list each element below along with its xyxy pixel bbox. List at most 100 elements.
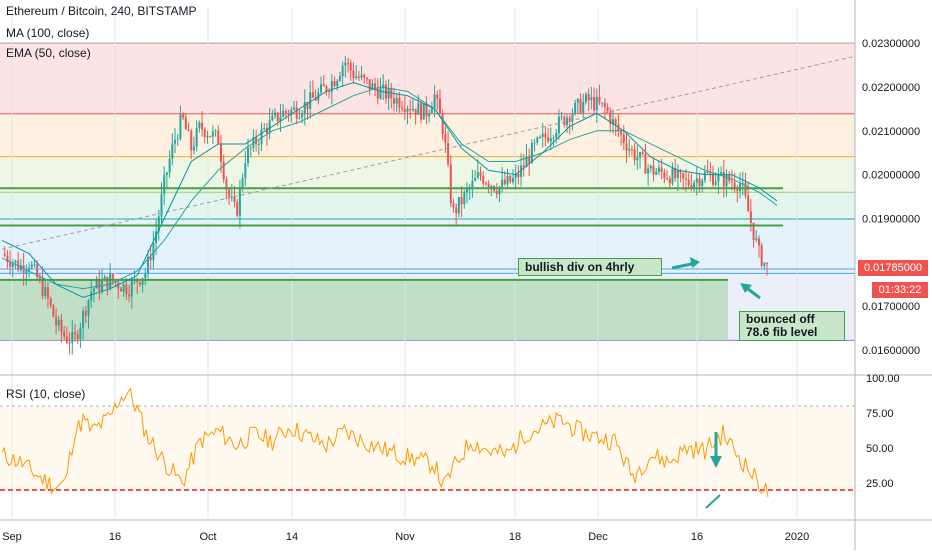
candle-body <box>722 171 725 187</box>
candle-body <box>265 127 268 134</box>
candle-body <box>119 288 122 292</box>
price-badge: 0.01785000 <box>858 260 928 276</box>
candle-body <box>766 262 769 264</box>
candle-body <box>568 117 571 122</box>
candle-body <box>325 86 328 92</box>
candle-body <box>9 262 12 267</box>
candle-body <box>138 282 141 285</box>
candle-body <box>49 298 52 306</box>
rsi-tick-label: 100.00 <box>866 373 900 385</box>
candle-body <box>617 124 620 132</box>
time-tick-label: Nov <box>395 531 415 543</box>
candle-body <box>611 119 614 124</box>
candle-body <box>338 76 341 81</box>
candle-body <box>379 87 382 99</box>
candle-body <box>276 112 279 122</box>
candle-body <box>336 80 339 87</box>
candle-body <box>76 334 79 340</box>
price-tick-label: 0.01900000 <box>862 214 920 226</box>
candle-body <box>441 113 444 134</box>
candle-body <box>79 327 82 340</box>
candle-body <box>260 129 263 144</box>
candle-body <box>698 178 701 186</box>
candle-body <box>747 195 750 212</box>
candle-body <box>479 172 482 176</box>
candle-body <box>463 192 466 205</box>
candle-body <box>198 122 201 129</box>
candle-body <box>511 177 514 182</box>
candle-body <box>287 112 290 115</box>
candle-body <box>352 70 355 79</box>
ema-legend[interactable]: EMA (50, close) <box>6 46 91 60</box>
ma-legend[interactable]: MA (100, close) <box>6 26 90 40</box>
candle-body <box>406 108 409 112</box>
candle-body <box>284 110 287 113</box>
candle-body <box>255 137 258 145</box>
candle-body <box>376 88 379 99</box>
candle-body <box>574 102 577 114</box>
price-tick-label: 0.02200000 <box>862 82 920 94</box>
candle-body <box>382 84 385 88</box>
candle-body <box>603 102 606 108</box>
candle-body <box>466 189 468 193</box>
candle-body <box>422 103 425 120</box>
countdown-badge: 01:33:22 <box>872 282 928 298</box>
candle-body <box>57 319 60 326</box>
candle-body <box>625 143 628 151</box>
time-tick-label: 16 <box>691 531 703 543</box>
candle-body <box>252 137 255 148</box>
candle-body <box>601 102 604 104</box>
indicator-lines <box>0 55 856 300</box>
candle-body <box>487 183 490 188</box>
arrow-fib-head <box>740 283 752 293</box>
candle-body <box>163 174 166 195</box>
candle-body <box>563 116 566 126</box>
candle-body <box>547 137 550 142</box>
fib-bounce-note[interactable]: bounced off 78.6 fib level <box>739 311 845 341</box>
candle-body <box>141 278 144 285</box>
candle-body <box>630 149 633 151</box>
candle-body <box>303 101 306 115</box>
candle-body <box>384 84 387 99</box>
candle-body <box>536 137 539 143</box>
candle-body <box>190 131 193 151</box>
candle-body <box>168 158 171 173</box>
candle-body <box>647 168 650 174</box>
candle-body <box>587 94 590 101</box>
candle-body <box>666 178 669 180</box>
candle-body <box>730 181 733 183</box>
candle-body <box>30 264 33 268</box>
candle-body <box>360 74 363 78</box>
candle-body <box>46 287 49 299</box>
candle-body <box>484 183 487 185</box>
candle-body <box>109 274 112 289</box>
candle-body <box>157 216 160 232</box>
candle-body <box>244 163 247 179</box>
candle-body <box>330 81 333 93</box>
candle-body <box>676 170 679 179</box>
candle-body <box>411 108 414 111</box>
candle-body <box>206 136 209 138</box>
candle-body <box>187 129 190 132</box>
candle-body <box>444 133 447 143</box>
candle-body <box>257 143 260 145</box>
candle-body <box>103 276 106 282</box>
chart-title: Ethereum / Bitcoin, 240, BITSTAMP <box>6 4 197 18</box>
time-tick-label: Sep <box>2 531 22 543</box>
candle-body <box>217 130 220 145</box>
candle-body <box>395 97 398 104</box>
rsi-legend[interactable]: RSI (10, close) <box>6 387 86 401</box>
candle-body <box>230 196 233 198</box>
rsi-pane <box>0 387 855 509</box>
bullish-div-note[interactable]: bullish div on 4hrly <box>518 258 662 276</box>
candle-body <box>184 117 187 130</box>
candle-body <box>52 305 55 317</box>
candle-body <box>357 76 360 78</box>
candles <box>3 55 769 355</box>
candle-body <box>71 332 74 344</box>
ema-50-line <box>1 82 778 298</box>
rsi-tick-label: 25.00 <box>866 478 894 490</box>
